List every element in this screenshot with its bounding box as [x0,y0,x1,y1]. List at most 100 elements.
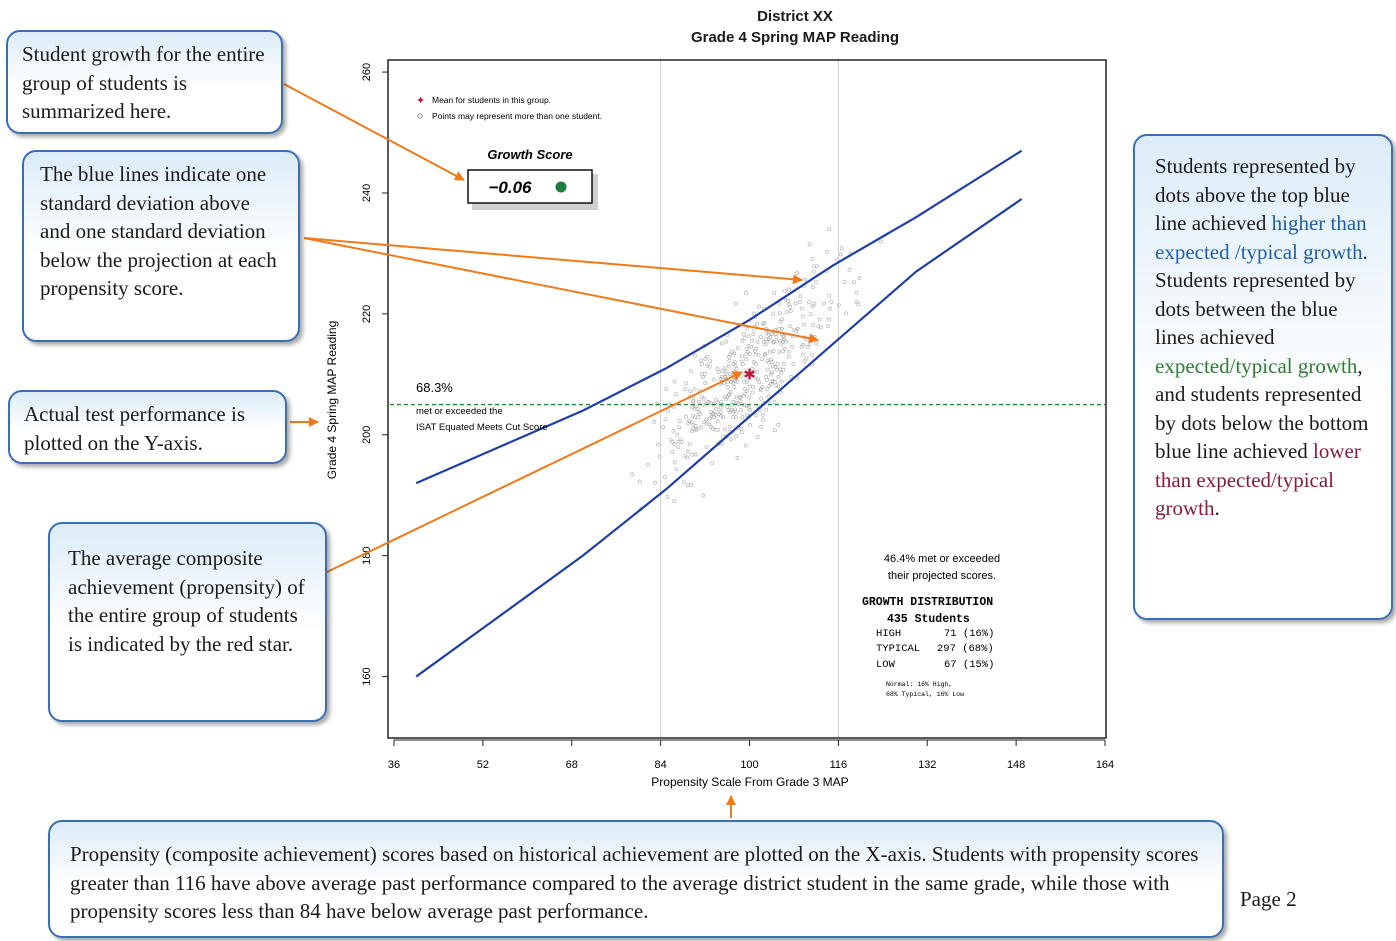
data-point [704,445,709,450]
data-point [734,395,739,400]
x-tick-label: 164 [1096,759,1114,771]
data-point [701,493,706,498]
callout-high-text: higher than expected /typical growth [1155,211,1367,264]
data-point [751,384,756,389]
data-point [739,359,744,364]
data-point [700,395,704,400]
data-point [767,384,772,388]
data-point [744,404,749,409]
data-point [748,408,753,412]
data-point [711,411,716,416]
data-point [751,360,756,364]
data-point [661,425,666,430]
data-point [732,369,737,374]
data-point [746,343,751,348]
callout-text: , and students represented by dots below… [1155,353,1369,464]
data-point [744,357,749,361]
data-point [738,399,743,404]
data-point [716,427,721,432]
data-point [828,306,832,311]
data-point [728,410,732,415]
data-point [812,334,817,339]
growth-score-label: Growth Score [487,147,572,162]
data-point [717,412,722,417]
scatter-points [630,227,883,512]
data-point [742,336,747,340]
data-point [810,352,814,357]
x-axis-ticks: 36 52 68 84 100 116 132 148 164 [388,739,1114,771]
data-point [760,412,765,417]
data-point [758,335,763,339]
growth-score-box: Growth Score −0.06 [467,147,598,210]
data-point [728,437,733,442]
data-point [732,384,737,389]
data-point [697,399,702,404]
data-point [686,449,690,454]
data-point [708,424,713,429]
data-point [758,388,763,392]
data-point [683,454,688,458]
data-point [735,346,740,351]
data-point [777,326,781,331]
data-point [857,276,862,281]
data-point [734,366,739,371]
data-point [699,358,704,363]
data-point [715,419,720,424]
data-point [745,388,750,393]
x-tick-label: 132 [918,759,936,771]
data-point [764,331,769,336]
x-tick-label: 68 [566,759,578,771]
data-point [784,310,789,314]
data-point [699,425,703,430]
data-point [852,280,856,285]
data-point [684,381,688,386]
data-point [718,405,723,410]
data-point [761,321,766,325]
data-point [786,354,791,359]
arrow-to-growth-score [283,83,465,181]
data-point [725,404,730,409]
data-point [768,372,773,377]
data-point [719,341,724,346]
data-point [734,434,739,438]
data-point [777,311,782,316]
data-point [688,369,693,374]
data-point [681,480,686,484]
data-point [856,302,861,307]
arrow-to-mean-star [326,371,743,573]
data-point [750,390,755,395]
data-point [772,428,777,433]
callout-y-axis: Actual test performance is plotted on th… [8,390,287,464]
data-point [798,294,803,299]
data-point [781,367,786,372]
data-point [752,348,757,353]
data-point [731,399,736,404]
data-point [705,363,710,368]
callout-text: . [1214,496,1220,520]
data-point [707,364,712,369]
data-point [675,432,680,437]
data-point [745,326,750,331]
data-point [818,325,823,330]
callout-red-star: The average composite achievement (prope… [48,522,327,722]
dist-row-label: TYPICAL [876,643,920,655]
data-point [708,401,713,406]
data-point [770,364,775,369]
data-point [718,376,723,381]
data-point [711,377,716,382]
data-point [788,305,793,309]
data-point [693,452,698,457]
distribution-note-2: 68% Typical, 16% Low [886,691,964,698]
data-point [740,430,744,435]
data-point [726,354,731,359]
data-point [775,367,780,372]
legend: ✦ Mean for students in this group. Point… [416,95,602,121]
page-number: Page 2 [1240,887,1297,911]
data-point [724,339,729,344]
data-point [726,408,731,412]
data-point [737,395,742,400]
data-point [674,467,679,472]
data-point [751,332,756,336]
callout-text: Propensity (composite achievement) score… [70,842,1199,923]
data-point [771,349,776,354]
